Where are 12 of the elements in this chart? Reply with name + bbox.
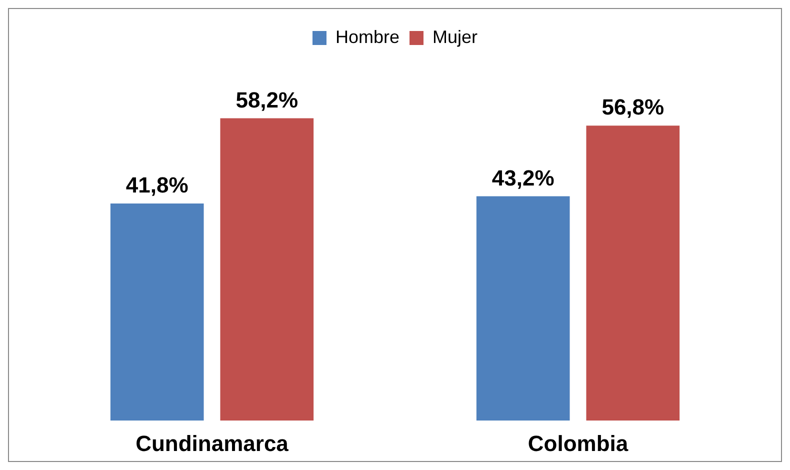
data-label: 56,8% <box>602 94 664 120</box>
bar <box>110 203 204 421</box>
x-tick-label: Cundinamarca <box>136 430 290 456</box>
data-label: 58,2% <box>236 87 298 112</box>
data-label: 43,2% <box>492 165 554 190</box>
bar <box>476 196 570 421</box>
legend-label: Hombre <box>335 26 400 47</box>
x-tick-label: Colombia <box>528 430 629 456</box>
legend-label: Mujer <box>432 26 478 47</box>
bar <box>220 118 314 421</box>
data-label: 41,8% <box>126 172 188 198</box>
bar <box>586 126 680 421</box>
